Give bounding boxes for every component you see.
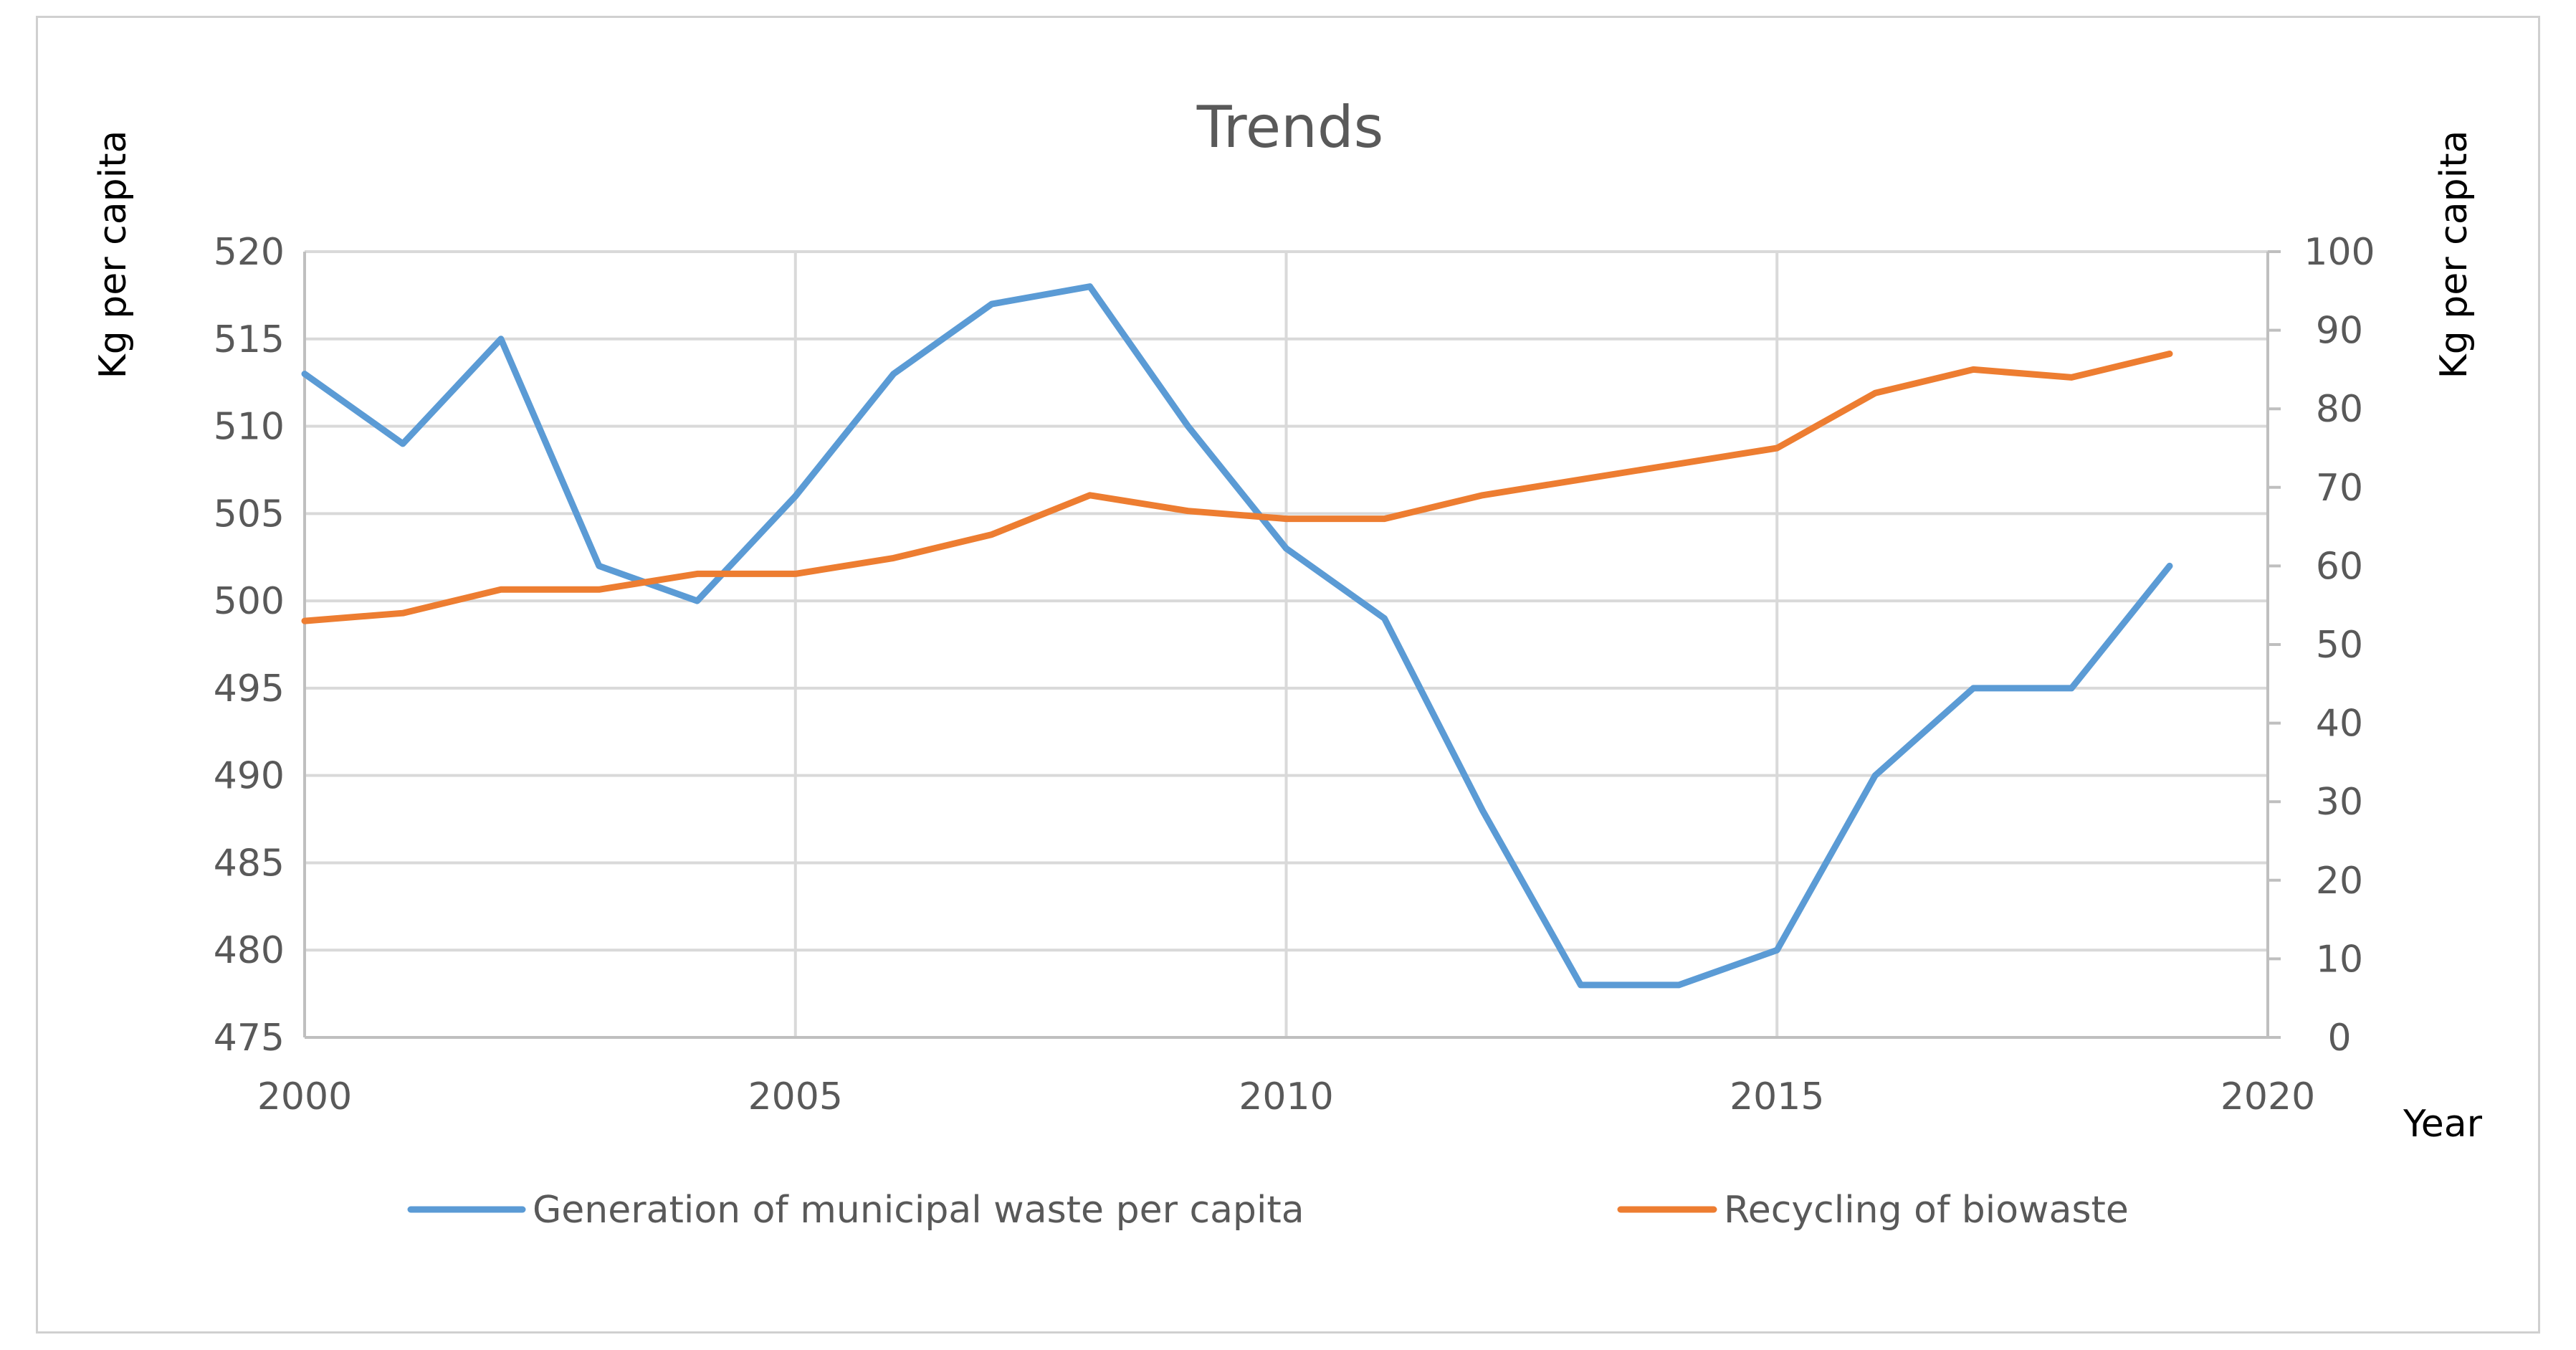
y-right-tick-label: 90 (2316, 310, 2363, 353)
chart-title: Trends (1196, 94, 1384, 161)
data-point (497, 586, 504, 593)
data-point (2069, 374, 2075, 381)
axes (303, 250, 2281, 1039)
data-point (302, 371, 307, 377)
data-point (1970, 685, 1977, 691)
data-point (890, 371, 897, 377)
y-right-tick-label: 80 (2316, 388, 2363, 431)
data-point (1283, 546, 1289, 552)
data-point (1381, 615, 1388, 622)
data-point (2167, 563, 2173, 569)
y-left-tick-label: 505 (214, 493, 285, 536)
data-point (792, 493, 798, 499)
x-tick-label: 2000 (257, 1075, 352, 1118)
x-axis-title: Year (2403, 1103, 2483, 1146)
data-point (1872, 390, 1879, 396)
data-point (694, 598, 700, 604)
data-point (1970, 366, 1977, 373)
data-point (1872, 772, 1879, 779)
legend-label-2: Recycling of biowaste (1724, 1189, 2129, 1232)
data-point (1479, 807, 1486, 814)
x-tick-label: 2010 (1239, 1075, 1333, 1118)
data-point (1578, 981, 1584, 988)
data-point (1087, 492, 1093, 498)
series-line-2 (301, 351, 2173, 624)
data-point (1774, 947, 1780, 954)
y-right-tick-label: 40 (2316, 703, 2363, 746)
y-left-tick-label: 520 (214, 231, 285, 274)
y-right-tick-label: 50 (2316, 624, 2363, 667)
y-left-tick-label: 510 (214, 406, 285, 449)
data-point (1283, 515, 1289, 522)
series-line-1 (301, 283, 2173, 989)
data-point (596, 586, 602, 593)
data-point (1087, 283, 1093, 290)
y-right-tick-label: 0 (2327, 1017, 2351, 1060)
data-point (399, 440, 406, 447)
y-left-tick-label: 475 (214, 1017, 285, 1060)
y-axis-right-title: Kg per capita (2433, 130, 2476, 379)
y-left-tick-label: 480 (214, 929, 285, 972)
y-left-tick-label: 500 (214, 580, 285, 623)
y-left-tick-label: 495 (214, 667, 285, 710)
y-right-tick-label: 100 (2304, 231, 2375, 274)
data-point (497, 336, 504, 342)
y-left-tick-label: 515 (214, 318, 285, 361)
data-point (302, 618, 307, 624)
data-point (1774, 445, 1780, 451)
y-left-tick-label: 485 (214, 842, 285, 885)
gridlines (305, 250, 2268, 1037)
data-point (2167, 351, 2173, 357)
data-point (890, 555, 897, 561)
data-point (1676, 460, 1682, 467)
y-axis-left-title: Kg per capita (92, 130, 135, 379)
data-point (1578, 476, 1584, 483)
y-right-tick-label: 30 (2316, 781, 2363, 824)
y-right-tick-label: 60 (2316, 545, 2363, 588)
data-point (988, 531, 995, 538)
data-point (1185, 508, 1191, 514)
data-point (596, 563, 602, 569)
y-right-tick-label: 70 (2316, 467, 2363, 510)
y-left-tick-label: 490 (214, 755, 285, 798)
data-point (2069, 685, 2075, 691)
x-tick-label: 2020 (2220, 1075, 2315, 1118)
y-right-tick-label: 20 (2316, 860, 2363, 903)
legend-label-1: Generation of municipal waste per capita (533, 1189, 1304, 1232)
legend: Generation of municipal waste per capita… (407, 1189, 2129, 1232)
x-tick-label: 2015 (1730, 1075, 1824, 1118)
data-point (399, 610, 406, 617)
line-chart: Trends 475480485490495500505510515520200… (92, 94, 2483, 1232)
data-point (1479, 492, 1486, 498)
x-tick-label: 2005 (748, 1075, 843, 1118)
chart-frame: Trends 475 480 485 490 495 500 505 510 515 520 200… (36, 16, 2540, 1334)
data-point (694, 571, 700, 577)
series-lines (301, 283, 2173, 989)
data-point (792, 571, 798, 577)
data-point (988, 301, 995, 308)
data-point (1676, 981, 1682, 988)
data-point (1185, 423, 1191, 429)
data-point (1381, 515, 1388, 522)
y-right-tick-label: 10 (2316, 938, 2363, 981)
